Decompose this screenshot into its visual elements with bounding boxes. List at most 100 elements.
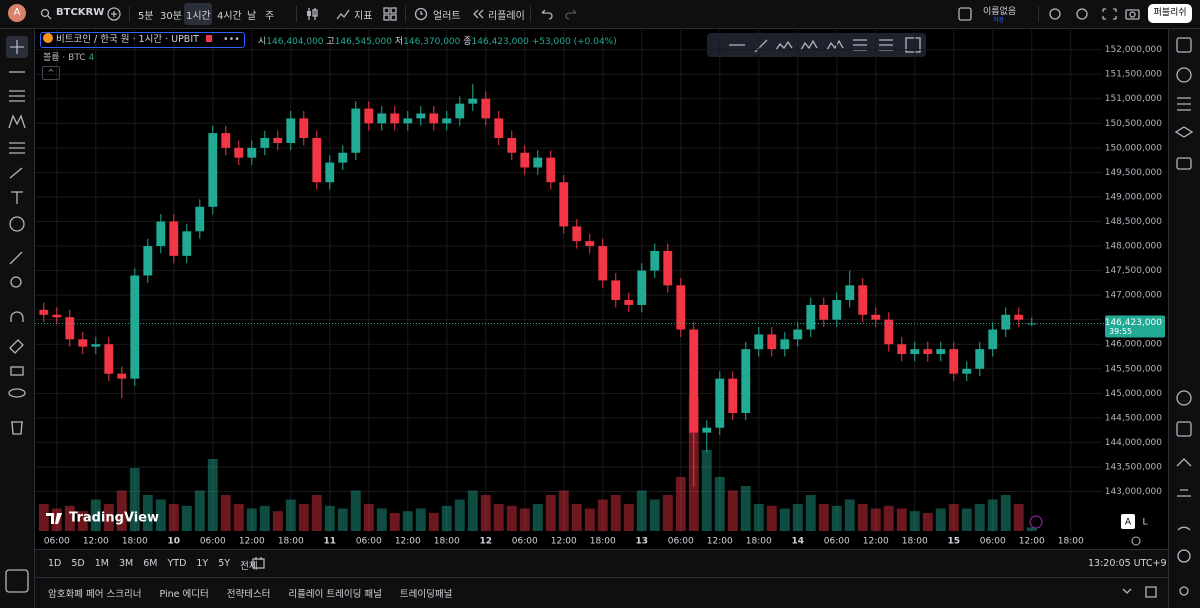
range[interactable]: 1Y [196, 558, 209, 569]
interval[interactable]: 4시간 [217, 11, 242, 22]
candle-body [208, 133, 218, 207]
tab[interactable]: 전략테스터 [226, 589, 271, 600]
auto-scale-button[interactable] [1121, 514, 1135, 529]
layout-checkbox[interactable] [958, 7, 972, 21]
volume-bar [610, 495, 621, 531]
volume-label: 볼륨 · BTC [43, 53, 86, 63]
range[interactable]: 1D [48, 558, 62, 569]
layers[interactable] [1174, 126, 1194, 138]
replay-icon[interactable] [471, 7, 485, 21]
interval[interactable]: 30분 [160, 11, 182, 22]
replay[interactable]: 리플레이 [488, 11, 525, 22]
volume-bar [766, 505, 777, 531]
range[interactable]: 6M [143, 558, 158, 569]
alert-icon[interactable] [414, 7, 428, 21]
tool-lock[interactable] [10, 366, 24, 376]
range[interactable]: 5Y [218, 558, 231, 569]
volume-bar [103, 504, 114, 531]
log-scale-label[interactable]: L [1142, 518, 1147, 528]
tool-trash[interactable] [11, 421, 23, 435]
notifications[interactable] [1179, 586, 1189, 596]
publish-button[interactable]: 퍼블리쉬 [1148, 4, 1192, 23]
tool-forecast[interactable] [9, 142, 25, 154]
range-bar: 1D 5D 1M 3M 6M YTD 1Y 5Y 전체 [48, 558, 258, 572]
range[interactable]: 1M [94, 558, 109, 569]
add-symbol[interactable] [107, 7, 121, 21]
candle-body [728, 378, 738, 413]
tool-text[interactable] [11, 191, 23, 204]
volume-bar [402, 511, 413, 531]
avatar[interactable]: A [8, 4, 26, 22]
chart-type[interactable] [305, 7, 319, 21]
candle-body [910, 349, 920, 355]
search-icon[interactable] [40, 8, 52, 20]
tool-pattern[interactable] [8, 114, 26, 129]
chat[interactable] [1176, 157, 1192, 170]
news[interactable] [1177, 97, 1191, 111]
layout-name[interactable]: 이름없음 [983, 7, 1017, 17]
range[interactable]: 5D [71, 558, 85, 569]
symbol[interactable]: BTCKRW [56, 7, 105, 18]
tool-brush[interactable] [9, 167, 23, 179]
tool-draw-mode[interactable] [9, 339, 24, 354]
volume-bar [909, 511, 920, 531]
x-tick-label: 12:00 [707, 537, 733, 547]
watchlist[interactable] [1176, 37, 1192, 53]
interval[interactable]: 날 [247, 11, 257, 22]
ideas[interactable] [1176, 390, 1192, 406]
y-tick-label: 146,000,000 [1105, 340, 1163, 350]
tool-crosshair[interactable] [10, 40, 24, 54]
draw-rect[interactable] [905, 37, 921, 53]
screener[interactable] [1177, 489, 1191, 497]
templates[interactable] [383, 7, 397, 21]
range[interactable]: YTD [167, 558, 187, 569]
flag[interactable] [205, 35, 212, 42]
volume-bar [675, 477, 686, 531]
tab[interactable]: 트레이딩패널 [399, 589, 453, 600]
y-tick-label: 150,000,000 [1105, 143, 1163, 153]
volume-legend[interactable]: 볼륨 · BTC 4 [43, 50, 94, 63]
interval-active[interactable]: 1시간 [186, 11, 211, 22]
alert[interactable]: 얼러트 [433, 11, 461, 22]
collapse-legend[interactable]: ^ [42, 66, 60, 80]
interval-highlight [184, 3, 212, 25]
interval[interactable]: 주 [265, 11, 275, 22]
y-tick-label: 147,000,000 [1105, 291, 1163, 301]
undo-redo[interactable] [540, 7, 580, 21]
candle-body [143, 246, 153, 276]
date-range-icon[interactable] [252, 556, 266, 570]
tab[interactable]: 암호화폐 페어 스크리너 [48, 589, 142, 600]
range[interactable]: 3M [118, 558, 134, 569]
legend-more[interactable]: ••• [222, 34, 240, 45]
header-icons[interactable] [1048, 6, 1143, 22]
y-tick-label: 144,500,000 [1105, 413, 1163, 423]
tool-emoji[interactable] [9, 216, 25, 232]
range[interactable]: 전체 [240, 561, 258, 572]
candle-body [65, 317, 75, 340]
tool-favorites[interactable] [5, 569, 29, 593]
tab[interactable]: 리플레이 트레이딩 패널 [288, 589, 382, 600]
tab[interactable]: Pine 에디터 [159, 589, 209, 600]
indicator-icon[interactable] [336, 7, 350, 21]
alerts[interactable] [1176, 67, 1192, 83]
volume-bar [714, 477, 725, 531]
ohlc-label: 고 [326, 37, 335, 47]
tool-zoom[interactable] [10, 276, 22, 288]
panel-controls[interactable] [1120, 584, 1160, 598]
tool-ruler[interactable] [9, 251, 23, 265]
tool-magnet[interactable] [10, 311, 24, 322]
tool-eye[interactable] [8, 388, 26, 398]
event-marker[interactable] [1029, 515, 1043, 529]
indicators[interactable]: 지표 [354, 11, 373, 22]
calendar[interactable] [1176, 421, 1192, 437]
symbol-legend[interactable]: 비트코인 / 한국 원 · 1시간 · UPBIT ••• [40, 32, 245, 48]
tool-fib[interactable] [9, 90, 25, 102]
interval[interactable]: 5분 [138, 11, 154, 22]
trend[interactable] [1176, 458, 1192, 467]
candle-body [273, 138, 283, 143]
volume-bar [298, 504, 309, 531]
axis-settings[interactable] [1131, 536, 1141, 546]
streams[interactable] [1177, 526, 1191, 531]
help[interactable] [1177, 549, 1191, 563]
x-tick-label: 14 [791, 537, 804, 547]
